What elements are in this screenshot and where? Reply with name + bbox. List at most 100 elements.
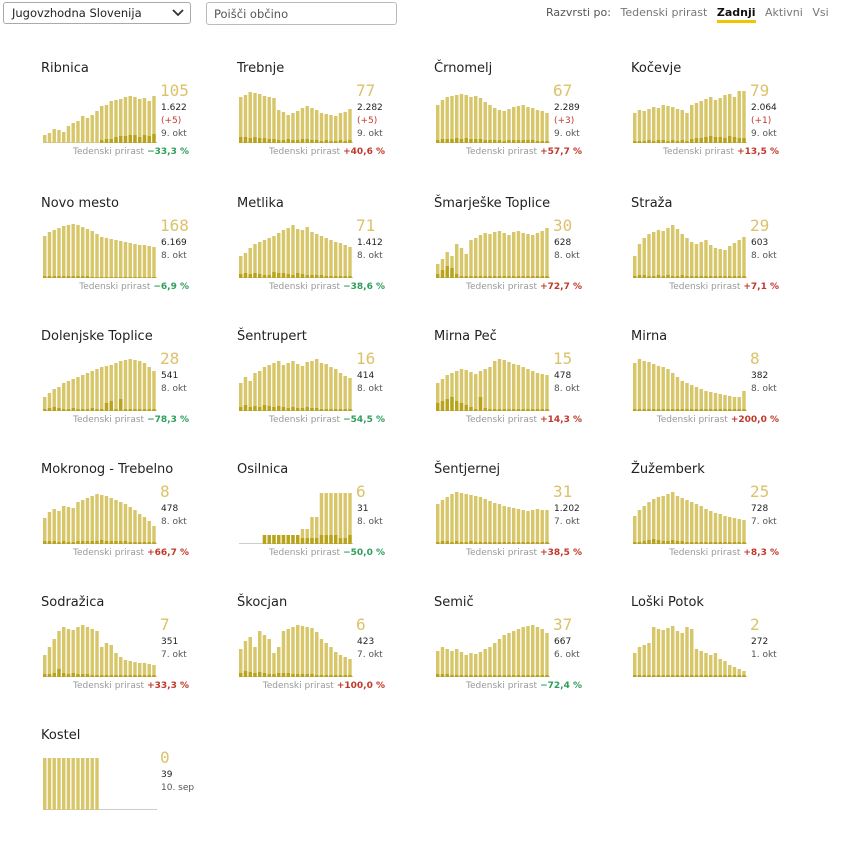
chart-bar: [680, 498, 684, 544]
chart-bar: [713, 248, 718, 278]
municipality-card[interactable]: Straža 29 603 8. okt Tedenski prirast +7,1 %: [631, 196, 801, 316]
chart-bar-new: [459, 675, 464, 677]
chart-bar: [737, 519, 741, 544]
last-update-date: 8. okt: [357, 384, 383, 394]
municipality-card[interactable]: Semič 37 667 6. okt Tedenski prirast −72,4 %: [434, 595, 604, 715]
chart-bar: [642, 506, 646, 544]
chart-bar-new: [85, 276, 90, 278]
municipality-card[interactable]: Ribnica 105 1.622 (+5) 9. okt Tedenski priras…: [41, 61, 211, 181]
chart-bar-new: [104, 277, 109, 278]
municipality-card[interactable]: Kočevje 79 2.064 (+1) 9. okt Tedenski prirast…: [631, 61, 801, 181]
chart-bar-new: [723, 276, 727, 278]
chart-bar-new: [507, 409, 511, 411]
new-cases-delta: (+3): [554, 116, 575, 126]
chart-bar-new: [324, 535, 328, 544]
chart-bar-new: [661, 541, 665, 544]
active-cases: 168: [160, 216, 189, 235]
chart-bar-new: [488, 675, 492, 677]
municipality-card[interactable]: Mirna 8 382 8. okt Tedenski prirast +200,0 %: [631, 329, 801, 449]
chart-bar-new: [540, 409, 544, 411]
last-update-date: 8. okt: [554, 251, 580, 261]
last-update-date: 8. okt: [161, 517, 187, 527]
municipality-card[interactable]: Žužemberk 25 728 7. okt Tedenski prirast +8,3…: [631, 462, 801, 582]
chart-bar: [478, 235, 483, 278]
chart-bar: [483, 102, 487, 143]
chart-bar-new: [671, 140, 675, 143]
chart-bar: [497, 504, 502, 544]
chart-bar: [119, 502, 123, 544]
municipality-card[interactable]: Sodražica 7 351 7. okt Tedenski prirast +33,3…: [41, 595, 211, 715]
municipality-card[interactable]: Dolenjske Toplice 28 541 8. okt Tedenski pri…: [41, 329, 211, 449]
chart-bar: [704, 391, 708, 411]
total-cases: 2.289: [554, 103, 580, 113]
chart-bar: [348, 247, 352, 278]
chart-bar-new: [43, 276, 47, 278]
sort-option-active[interactable]: Aktivni: [765, 6, 803, 19]
chart-bar: [66, 629, 71, 677]
chart-bar: [43, 397, 47, 411]
total-cases: 423: [357, 637, 375, 647]
chart-bar: [690, 105, 694, 143]
chart-bar-new: [704, 137, 708, 143]
chart-bar-new: [128, 277, 132, 278]
municipality-card[interactable]: Trebnje 77 2.282 (+5) 9. okt Tedenski prirast…: [237, 61, 407, 181]
search-input[interactable]: [206, 2, 397, 25]
last-update-date: 7. okt: [554, 517, 580, 527]
chart-bar: [62, 383, 66, 411]
chart-bar-new: [338, 409, 343, 411]
chart-bar-new: [666, 275, 670, 278]
municipality-card[interactable]: Novo mesto 168 6.169 8. okt Tedenski prirast…: [41, 196, 211, 316]
municipality-card[interactable]: Mokronog - Trebelno 8 478 8. okt Tedenski pr…: [41, 462, 211, 582]
municipality-card[interactable]: Mirna Peč 15 478 8. okt Tedenski prirast +14,…: [434, 329, 604, 449]
municipality-card[interactable]: Šentjernej 31 1.202 7. okt Tedenski prirast +…: [434, 462, 604, 582]
chart-bar: [540, 111, 544, 143]
chart-bar-new: [450, 397, 454, 411]
chart-bar: [666, 228, 670, 278]
municipality-card[interactable]: Črnomelj 67 2.289 (+3) 9. okt Tedenski priras…: [434, 61, 604, 181]
last-update-date: 8. okt: [554, 384, 580, 394]
weekly-growth: Tedenski prirast +13,5 %: [663, 147, 779, 157]
municipality-card[interactable]: Šentrupert 16 414 8. okt Tedenski prirast −54…: [237, 329, 407, 449]
chart-bar-new: [138, 409, 142, 411]
chart-bar: [119, 361, 123, 411]
chart-bar-new: [147, 542, 151, 544]
chart-bar: [119, 99, 123, 143]
region-select[interactable]: Jugovzhodna Slovenija: [3, 2, 191, 24]
chart-bar: [123, 660, 128, 677]
sort-option-latest[interactable]: Zadnji: [716, 6, 756, 23]
chart-bar-new: [334, 535, 338, 544]
municipality-card[interactable]: Osilnica 6 31 8. okt Tedenski prirast −50,0 %: [237, 462, 407, 582]
municipality-card[interactable]: Metlika 71 1.412 8. okt Tedenski prirast −38,…: [237, 196, 407, 316]
chart-bar: [142, 245, 147, 278]
chart-bar: [100, 237, 104, 278]
new-cases-delta: (+1): [751, 116, 772, 126]
sort-option-weekly-growth[interactable]: Tedenski prirast: [620, 6, 708, 19]
chart-bar-new: [459, 403, 464, 411]
chart-bar: [742, 391, 746, 411]
chart-bar: [66, 225, 71, 278]
chart-bar: [671, 492, 675, 544]
municipality-card[interactable]: Loški Potok 2 272 1. okt: [631, 595, 801, 715]
chart-bar-new: [666, 541, 670, 544]
chart-bar: [281, 230, 286, 278]
municipality-card[interactable]: Šmarješke Toplice 30 628 8. okt Tedenski pri…: [434, 196, 604, 316]
municipality-card[interactable]: Kostel 0 39 10. sep: [41, 728, 211, 848]
chart-bar-new: [671, 276, 675, 278]
chart-bar: [90, 231, 94, 278]
chart-bar: [497, 359, 502, 411]
chart-bar-new: [661, 276, 665, 278]
chart-bar: [95, 631, 99, 677]
sort-option-all[interactable]: Vsi: [812, 6, 829, 19]
weekly-growth-label: Tedenski prirast: [269, 548, 341, 558]
chart-bar: [666, 494, 670, 544]
municipality-name: Novo mesto: [41, 196, 119, 211]
chart-bar-new: [90, 277, 94, 278]
chart-bar-new: [440, 401, 445, 411]
chart-bar-new: [267, 535, 271, 544]
chart-bar: [66, 381, 71, 411]
chart-bar: [81, 227, 85, 278]
chart-bar-new: [291, 407, 295, 411]
chart-bar-new: [642, 141, 646, 143]
chart-bar-new: [493, 542, 497, 544]
municipality-card[interactable]: Škocjan 6 423 7. okt Tedenski prirast +100,0 …: [237, 595, 407, 715]
